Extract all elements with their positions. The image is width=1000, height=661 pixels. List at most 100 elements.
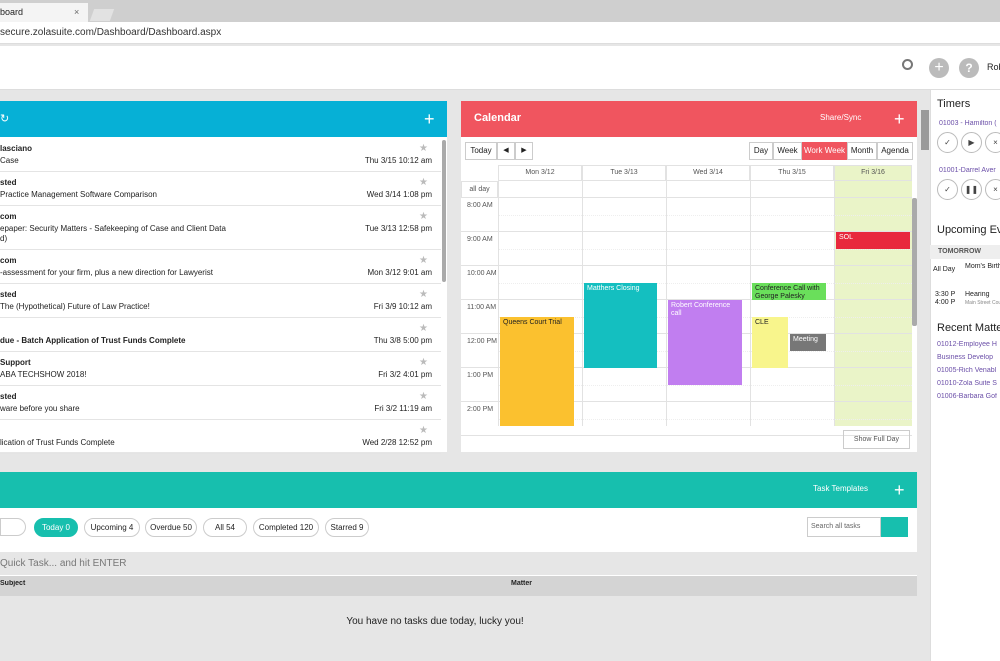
tasks-add[interactable]: + bbox=[894, 480, 905, 498]
user-name[interactable]: Rob bbox=[987, 62, 1000, 72]
calendar-event[interactable]: Conference Call with George Palesky bbox=[752, 283, 826, 300]
quick-task[interactable]: Quick Task... and hit ENTER bbox=[0, 552, 917, 575]
star[interactable]: ★ bbox=[419, 255, 428, 266]
calendar-share[interactable]: Share/Sync bbox=[820, 113, 862, 122]
calendar-event[interactable]: Queens Court Trial bbox=[500, 317, 574, 426]
friday-column bbox=[834, 165, 912, 426]
email-date: Wed 2/28 12:52 pm bbox=[362, 438, 432, 447]
recent-matter[interactable]: 01006-Barbara Gof bbox=[937, 393, 997, 400]
email-subject: epaper: Security Matters - Safekeeping o… bbox=[0, 224, 226, 233]
email-row[interactable]: sted ware before you share Fri 3/2 11:19 a… bbox=[0, 386, 441, 420]
star[interactable]: ★ bbox=[419, 177, 428, 188]
hour-line bbox=[498, 198, 912, 232]
calendar-add[interactable]: + bbox=[894, 109, 905, 127]
time-label: 9:00 AM bbox=[461, 232, 498, 266]
calendar-event[interactable]: SOL bbox=[836, 232, 910, 249]
email-subject: Case bbox=[0, 156, 19, 165]
column-line bbox=[750, 181, 751, 426]
email-subject: ABA TECHSHOW 2018! bbox=[0, 370, 87, 379]
upcoming-time: All Day bbox=[933, 266, 956, 273]
task-filter[interactable]: Completed 120 bbox=[253, 518, 319, 537]
email-row[interactable]: sted The (Hypothetical) Future of Law Pra… bbox=[0, 284, 441, 318]
prev-button[interactable]: ◀ bbox=[497, 142, 515, 160]
star[interactable]: ★ bbox=[419, 425, 428, 436]
upcoming-event[interactable]: Mom's Birth bbox=[965, 263, 1000, 270]
calendar-event[interactable]: Matthers Closing bbox=[584, 283, 657, 368]
recent-matter[interactable]: Business Develop bbox=[937, 354, 994, 361]
task-filter[interactable]: Overdue 50 bbox=[145, 518, 197, 537]
day-header: Wed 3/14 bbox=[666, 165, 750, 181]
upcoming-title: Upcoming Ev bbox=[937, 224, 1000, 236]
task-dropdown[interactable] bbox=[0, 518, 26, 536]
column-line bbox=[498, 181, 499, 426]
email-row[interactable]: sted Practice Management Software Compari… bbox=[0, 172, 441, 206]
email-row[interactable]: com -assessment for your firm, plus a new… bbox=[0, 250, 441, 284]
tab[interactable]: board bbox=[0, 3, 88, 22]
timer-button[interactable]: ▶ bbox=[961, 132, 982, 153]
email-row[interactable]: Support ABA TECHSHOW 2018! Fri 3/2 4:01 pm… bbox=[0, 352, 441, 386]
task-settings[interactable] bbox=[881, 517, 908, 537]
star[interactable]: ★ bbox=[419, 211, 428, 222]
email-row[interactable]: lasciano Case Thu 3/15 10:12 am ★ bbox=[0, 138, 441, 172]
recent-matter[interactable]: 01010-Zola Suite S bbox=[937, 380, 997, 387]
time-label: 8:00 AM bbox=[461, 198, 498, 232]
star[interactable]: ★ bbox=[419, 289, 428, 300]
column-subject: Subject bbox=[0, 580, 26, 587]
show-full-day[interactable]: Show Full Day bbox=[843, 430, 910, 449]
task-filter[interactable]: Today 0 bbox=[34, 518, 78, 537]
email-add[interactable]: + bbox=[424, 109, 435, 127]
task-templates[interactable]: Task Templates bbox=[813, 484, 868, 493]
calendar-event[interactable]: Meeting bbox=[790, 334, 826, 351]
upcoming-event[interactable]: Hearing bbox=[965, 291, 990, 298]
day-header: Thu 3/15 bbox=[750, 165, 834, 181]
add-button[interactable]: + bbox=[929, 58, 949, 78]
timer-button[interactable]: ❚❚ bbox=[961, 179, 982, 200]
half-hour-line bbox=[498, 283, 912, 284]
task-filter[interactable]: Starred 9 bbox=[325, 518, 369, 537]
view-button[interactable]: Work Week bbox=[802, 142, 847, 160]
upcoming-time: 3:30 P bbox=[935, 291, 956, 298]
email-row[interactable]: due - Batch Application of Trust Funds C… bbox=[0, 318, 441, 352]
view-button[interactable]: Month bbox=[847, 142, 877, 160]
next-button[interactable]: ▶ bbox=[515, 142, 533, 160]
timer-button[interactable]: ✓ bbox=[937, 132, 958, 153]
email-row[interactable]: com epaper: Security Matters - Safekeepin… bbox=[0, 206, 441, 250]
task-filter[interactable]: All 54 bbox=[203, 518, 247, 537]
timer-name[interactable]: 01003 - Hamilton ( bbox=[939, 120, 997, 127]
star[interactable]: ★ bbox=[419, 323, 428, 334]
task-search[interactable]: Search all tasks bbox=[807, 517, 881, 537]
email-row[interactable]: lication of Trust Funds Complete Wed 2/28… bbox=[0, 420, 441, 454]
star[interactable]: ★ bbox=[419, 357, 428, 368]
timer-button[interactable]: ✓ bbox=[937, 179, 958, 200]
email-sender: com bbox=[0, 212, 17, 221]
task-filter[interactable]: Upcoming 4 bbox=[84, 518, 140, 537]
timer-name[interactable]: 01001-Darrel Aver bbox=[939, 167, 996, 174]
view-button[interactable]: Day bbox=[749, 142, 773, 160]
calendar-event[interactable]: Robert Conference call bbox=[668, 300, 742, 385]
upcoming-time: 4:00 P bbox=[935, 299, 956, 306]
search-icon[interactable] bbox=[902, 59, 913, 70]
today-button[interactable]: Today bbox=[465, 142, 497, 160]
star[interactable]: ★ bbox=[419, 391, 428, 402]
timer-button[interactable]: × bbox=[985, 179, 1000, 200]
column-line bbox=[666, 181, 667, 426]
url-bar[interactable]: secure.zolasuite.com/Dashboard/Dashboard… bbox=[0, 22, 1000, 44]
timer-button[interactable]: × bbox=[985, 132, 1000, 153]
time-label: 10:00 AM bbox=[461, 266, 498, 300]
app-header bbox=[0, 46, 1000, 90]
column-line bbox=[834, 181, 835, 426]
view-button[interactable]: Agenda bbox=[877, 142, 913, 160]
email-panel bbox=[0, 101, 447, 452]
email-date: Thu 3/15 10:12 am bbox=[364, 156, 432, 165]
star[interactable]: ★ bbox=[419, 143, 428, 154]
email-refresh[interactable]: ↻ bbox=[0, 113, 10, 125]
view-button[interactable]: Week bbox=[773, 142, 802, 160]
recent-matter[interactable]: 01005-Rich Venabl bbox=[937, 367, 997, 374]
time-label: 2:00 PM bbox=[461, 402, 498, 436]
calendar-event[interactable]: CLE bbox=[752, 317, 788, 368]
email-subject: Practice Management Software Comparison bbox=[0, 190, 157, 199]
timers-title: Timers bbox=[937, 98, 971, 110]
recent-matter[interactable]: 01012-Employee H bbox=[937, 341, 997, 348]
help-button[interactable]: ? bbox=[959, 58, 979, 78]
calendar-header bbox=[461, 101, 917, 137]
